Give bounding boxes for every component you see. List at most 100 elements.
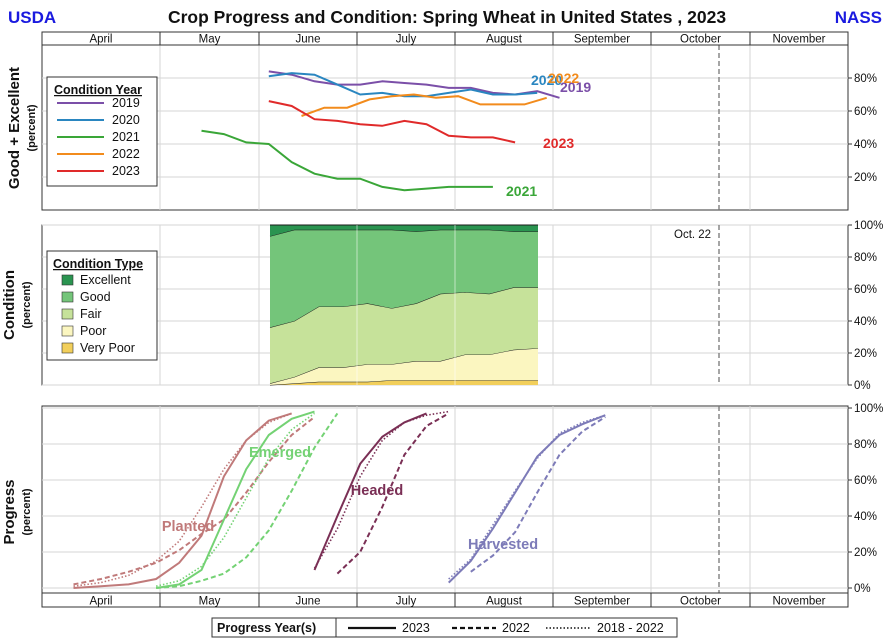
month-label: August: [486, 34, 523, 46]
area-good: [270, 229, 538, 328]
y-tick-label: 0%: [854, 583, 871, 595]
month-label: August: [486, 596, 523, 608]
y-tick-label: 40%: [854, 139, 877, 151]
legend-label-excellent: Excellent: [80, 273, 131, 287]
month-label: April: [89, 34, 112, 46]
y-tick-label: 40%: [854, 511, 877, 523]
legend-label-2023: 2023: [402, 621, 430, 635]
y-tick-label: 80%: [854, 252, 877, 264]
legend-box: [211, 617, 678, 638]
area-fair: [270, 287, 538, 384]
series-end-label-2023: 2023: [543, 135, 574, 151]
area-poor: [270, 348, 538, 385]
month-label: November: [772, 34, 825, 46]
progress-2023-harvested: [448, 414, 606, 584]
legend-box: [46, 76, 158, 187]
month-label: April: [89, 596, 112, 608]
progress-2022-headed: [336, 412, 450, 575]
month-label: October: [680, 596, 721, 608]
legend-label-good: Good: [80, 290, 111, 304]
month-label: July: [396, 34, 417, 46]
y-tick-label: 20%: [854, 348, 877, 360]
y-tick-label: 20%: [854, 172, 877, 184]
progress-2023-planted: [73, 412, 292, 589]
legend-label-2022: 2022: [502, 621, 530, 635]
stage-label-emerged: Emerged: [249, 445, 311, 461]
legend-label-2021: 2021: [112, 130, 140, 144]
stage-label-planted: Planted: [162, 519, 214, 535]
legend-title: Progress Year(s): [217, 621, 316, 635]
month-band: [41, 31, 849, 46]
month-label: November: [772, 596, 825, 608]
progress-2022-emerged: [156, 412, 339, 589]
month-label: May: [199, 34, 221, 46]
area-very-poor: [270, 380, 538, 385]
y-axis-title: Progress: [1, 479, 18, 544]
series-end-label-2020: 2020: [531, 72, 562, 88]
legend-swatch-very-poor: [61, 342, 74, 354]
y-tick-label: 60%: [854, 284, 877, 296]
y-axis-unit: (percent): [21, 488, 33, 535]
y-tick-label: 60%: [854, 475, 877, 487]
y-axis-title: Condition: [1, 270, 18, 340]
month-label: July: [396, 596, 417, 608]
legend-label-2023: 2023: [112, 164, 140, 178]
chart-title: Crop Progress and Condition: Spring Whea…: [168, 7, 726, 27]
y-tick-label: 40%: [854, 316, 877, 328]
series-line-2022: [301, 93, 547, 117]
legend-label-2019: 2019: [112, 96, 140, 110]
progress-year-legend: Progress Year(s) 2023 2022 2018 - 2022: [211, 617, 678, 638]
month-label: May: [199, 596, 221, 608]
legend-swatch-excellent: [61, 274, 74, 286]
legend-title: Condition Year: [54, 83, 142, 97]
progress-2022-harvested: [470, 416, 606, 573]
series-line-2023: [268, 100, 516, 144]
condition-panel: 0% 20% 40% 60% 80% 100% Condition (percent) Oct.…: [1, 220, 883, 392]
y-tick-label: 20%: [854, 547, 877, 559]
y-tick-label: 80%: [854, 73, 877, 85]
legend-label-poor: Poor: [80, 324, 106, 338]
usda-brand: USDA: [8, 8, 56, 27]
legend-box: [46, 250, 158, 361]
legend-swatch-fair: [61, 308, 74, 320]
legend-title: Condition Type: [53, 257, 143, 271]
legend-label-very-poor: Very Poor: [80, 341, 135, 355]
y-axis-title: Good + Excellent: [6, 67, 23, 189]
month-band: [41, 592, 849, 608]
y-tick-label: 80%: [854, 439, 877, 451]
condition-type-legend: Condition Type Excellent Good Fair Poor Very …: [46, 250, 158, 361]
y-axis-unit: (percent): [26, 104, 38, 151]
plot-area: [41, 44, 849, 211]
series-line-2021: [201, 129, 493, 192]
month-label: September: [574, 34, 630, 46]
series-end-label-2019: 2019: [560, 79, 591, 95]
month-label: June: [296, 34, 321, 46]
progress-panel: 0% 20% 40% 60% 80% 100% April May June July August…: [1, 403, 883, 608]
legend-label-2020: 2020: [112, 113, 140, 127]
stage-label-headed: Headed: [351, 483, 403, 499]
nass-brand: NASS: [835, 8, 882, 27]
month-label: June: [296, 596, 321, 608]
stage-label-harvested: Harvested: [468, 537, 538, 553]
y-tick-label: 60%: [854, 106, 877, 118]
series-end-label-2022: 2022: [548, 70, 579, 86]
y-tick-label: 0%: [854, 380, 871, 392]
progress-2023-emerged: [155, 410, 315, 589]
legend-label-fair: Fair: [80, 307, 102, 321]
area-excellent: [270, 225, 538, 237]
good-excellent-panel: 20% 40% 60% 80% April May June July August Septem…: [6, 31, 877, 211]
month-label: October: [680, 34, 721, 46]
legend-swatch-poor: [61, 325, 74, 337]
series-end-label-2021: 2021: [506, 183, 537, 199]
legend-label-2022: 2022: [112, 147, 140, 161]
month-label: September: [574, 596, 630, 608]
legend-label-2018-2022: 2018 - 2022: [597, 621, 664, 635]
progress-avg-headed: [313, 410, 449, 569]
legend-swatch-good: [61, 291, 74, 303]
y-axis-unit: (percent): [21, 281, 33, 328]
progress-avg-emerged: [155, 412, 315, 587]
plot-area: [41, 405, 849, 594]
y-tick-label: 100%: [854, 403, 883, 415]
